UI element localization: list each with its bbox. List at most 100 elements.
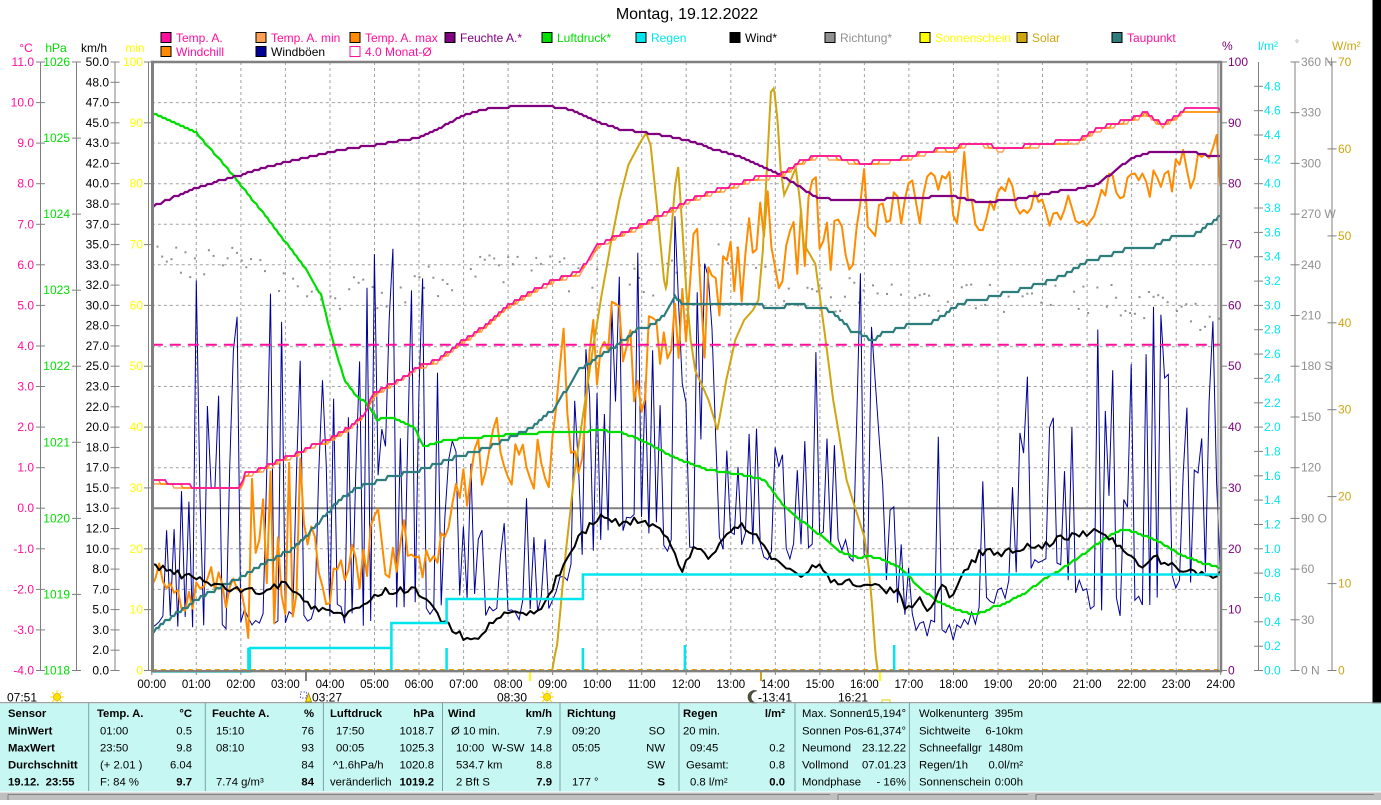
svg-text:08:10: 08:10 bbox=[216, 743, 244, 755]
svg-text:0.6: 0.6 bbox=[1264, 591, 1281, 605]
svg-text:2.8: 2.8 bbox=[1264, 323, 1281, 337]
svg-text:30: 30 bbox=[1338, 403, 1352, 417]
svg-text:Sonnenschein: Sonnenschein bbox=[935, 31, 1011, 45]
svg-text:1.2: 1.2 bbox=[1264, 518, 1281, 532]
svg-text:Ø 10 min.: Ø 10 min. bbox=[451, 726, 500, 738]
svg-text:Sonnenschein: Sonnenschein bbox=[919, 777, 991, 789]
svg-text:2.0: 2.0 bbox=[1264, 420, 1281, 434]
svg-text:4.0: 4.0 bbox=[17, 339, 34, 353]
svg-text:9.8: 9.8 bbox=[176, 743, 192, 755]
svg-text:0.2: 0.2 bbox=[1264, 639, 1281, 653]
svg-text:09:20: 09:20 bbox=[572, 726, 600, 738]
svg-text:F: 84 %: F: 84 % bbox=[100, 777, 139, 789]
svg-text:1026: 1026 bbox=[43, 55, 70, 69]
svg-text:0.8: 0.8 bbox=[769, 760, 785, 772]
svg-text:37.0: 37.0 bbox=[86, 217, 110, 231]
svg-text:-4.0: -4.0 bbox=[13, 664, 34, 678]
svg-text:Regen/1h: Regen/1h bbox=[919, 760, 968, 772]
svg-text:8.0: 8.0 bbox=[17, 177, 34, 191]
svg-text:240: 240 bbox=[1301, 258, 1321, 272]
svg-text:47.0: 47.0 bbox=[86, 96, 110, 110]
svg-text:70: 70 bbox=[1228, 238, 1242, 252]
svg-text:2.0: 2.0 bbox=[17, 420, 34, 434]
svg-text:70: 70 bbox=[1338, 55, 1352, 69]
svg-text:30: 30 bbox=[130, 481, 144, 495]
svg-text:10: 10 bbox=[1338, 577, 1352, 591]
svg-text:00:05: 00:05 bbox=[336, 743, 364, 755]
svg-text:NW: NW bbox=[646, 743, 665, 755]
svg-text:05:05: 05:05 bbox=[572, 743, 600, 755]
svg-text:Schneefallgr: Schneefallgr bbox=[919, 743, 982, 755]
svg-text:3.8: 3.8 bbox=[1264, 201, 1281, 215]
svg-text:Durchschnitt: Durchschnitt bbox=[8, 760, 78, 772]
svg-text:10.0: 10.0 bbox=[11, 96, 35, 110]
svg-text:Windböen: Windböen bbox=[271, 45, 325, 59]
svg-text:28.0: 28.0 bbox=[86, 319, 110, 333]
svg-text:45.0: 45.0 bbox=[86, 116, 110, 130]
svg-text:4.8: 4.8 bbox=[1264, 79, 1281, 93]
svg-text:2.2: 2.2 bbox=[1264, 396, 1281, 410]
svg-text:93: 93 bbox=[301, 743, 314, 755]
svg-text:4.6: 4.6 bbox=[1264, 104, 1281, 118]
svg-text:03:00: 03:00 bbox=[271, 679, 300, 691]
svg-text:20 min.: 20 min. bbox=[683, 726, 720, 738]
svg-text:3.4: 3.4 bbox=[1264, 250, 1281, 264]
svg-text:70: 70 bbox=[130, 238, 144, 252]
svg-text:Gesamt:: Gesamt: bbox=[686, 760, 729, 772]
svg-text:S: S bbox=[657, 777, 665, 789]
svg-text:3.0: 3.0 bbox=[1264, 298, 1281, 312]
svg-text:30.0: 30.0 bbox=[86, 298, 110, 312]
svg-text:180 S: 180 S bbox=[1301, 359, 1332, 373]
svg-text:15:00: 15:00 bbox=[806, 679, 835, 691]
svg-text:MinWert: MinWert bbox=[8, 726, 53, 738]
svg-text:22.0: 22.0 bbox=[86, 400, 110, 414]
svg-text:0.5: 0.5 bbox=[176, 726, 192, 738]
svg-text:35.0: 35.0 bbox=[86, 238, 110, 252]
svg-text:33.0: 33.0 bbox=[86, 258, 110, 272]
svg-text:1024: 1024 bbox=[43, 207, 70, 221]
svg-text:05:00: 05:00 bbox=[360, 679, 389, 691]
svg-text:9.0: 9.0 bbox=[17, 136, 34, 150]
svg-text:Richtung*: Richtung* bbox=[840, 31, 892, 45]
svg-text:Wolkenunterg: Wolkenunterg bbox=[919, 708, 989, 720]
svg-text:270 W: 270 W bbox=[1301, 207, 1336, 221]
svg-text:1019: 1019 bbox=[43, 587, 70, 601]
svg-text:7.9: 7.9 bbox=[536, 777, 552, 789]
svg-text:150: 150 bbox=[1301, 410, 1321, 424]
svg-text:Feuchte A.*: Feuchte A.* bbox=[460, 31, 522, 45]
svg-text:17.0: 17.0 bbox=[86, 461, 110, 475]
svg-text:300: 300 bbox=[1301, 156, 1321, 170]
svg-text:1.0: 1.0 bbox=[1264, 542, 1281, 556]
svg-text:0:00h: 0:00h bbox=[995, 777, 1023, 789]
svg-text:0.0: 0.0 bbox=[769, 777, 785, 789]
svg-text:210: 210 bbox=[1301, 309, 1321, 323]
svg-text:11:00: 11:00 bbox=[628, 679, 656, 691]
svg-text:80: 80 bbox=[1228, 177, 1242, 191]
svg-text:84: 84 bbox=[301, 760, 314, 772]
svg-text:Montag, 19.12.2022: Montag, 19.12.2022 bbox=[616, 6, 758, 23]
svg-text:0.0l/m²: 0.0l/m² bbox=[988, 760, 1023, 772]
svg-text:^1.6hPa/h: ^1.6hPa/h bbox=[333, 760, 384, 772]
svg-text:20: 20 bbox=[1338, 490, 1352, 504]
svg-text:01:00: 01:00 bbox=[182, 679, 211, 691]
svg-text:14.8: 14.8 bbox=[530, 743, 552, 755]
svg-text:1.8: 1.8 bbox=[1264, 444, 1281, 458]
svg-text:24:00: 24:00 bbox=[1206, 679, 1235, 691]
svg-text:5.0: 5.0 bbox=[92, 603, 109, 617]
svg-text:08:00: 08:00 bbox=[494, 679, 523, 691]
svg-text:-3.0: -3.0 bbox=[13, 623, 34, 637]
svg-text:0: 0 bbox=[1338, 664, 1345, 678]
svg-text:04:00: 04:00 bbox=[316, 679, 345, 691]
svg-text:18:00: 18:00 bbox=[939, 679, 968, 691]
svg-text:7.0: 7.0 bbox=[17, 217, 34, 231]
svg-text:l/m²: l/m² bbox=[765, 708, 785, 720]
svg-text:7.0: 7.0 bbox=[92, 582, 109, 596]
svg-text:Mondphase: Mondphase bbox=[802, 777, 861, 789]
svg-text:Feuchte A.: Feuchte A. bbox=[212, 708, 269, 720]
svg-text:100: 100 bbox=[1228, 55, 1248, 69]
svg-text:-61,374°: -61,374° bbox=[863, 726, 906, 738]
svg-text:Solar: Solar bbox=[1032, 31, 1060, 45]
svg-text:Taupunkt: Taupunkt bbox=[1127, 31, 1176, 45]
svg-text:2.6: 2.6 bbox=[1264, 347, 1281, 361]
svg-text:11.0: 11.0 bbox=[12, 55, 35, 69]
